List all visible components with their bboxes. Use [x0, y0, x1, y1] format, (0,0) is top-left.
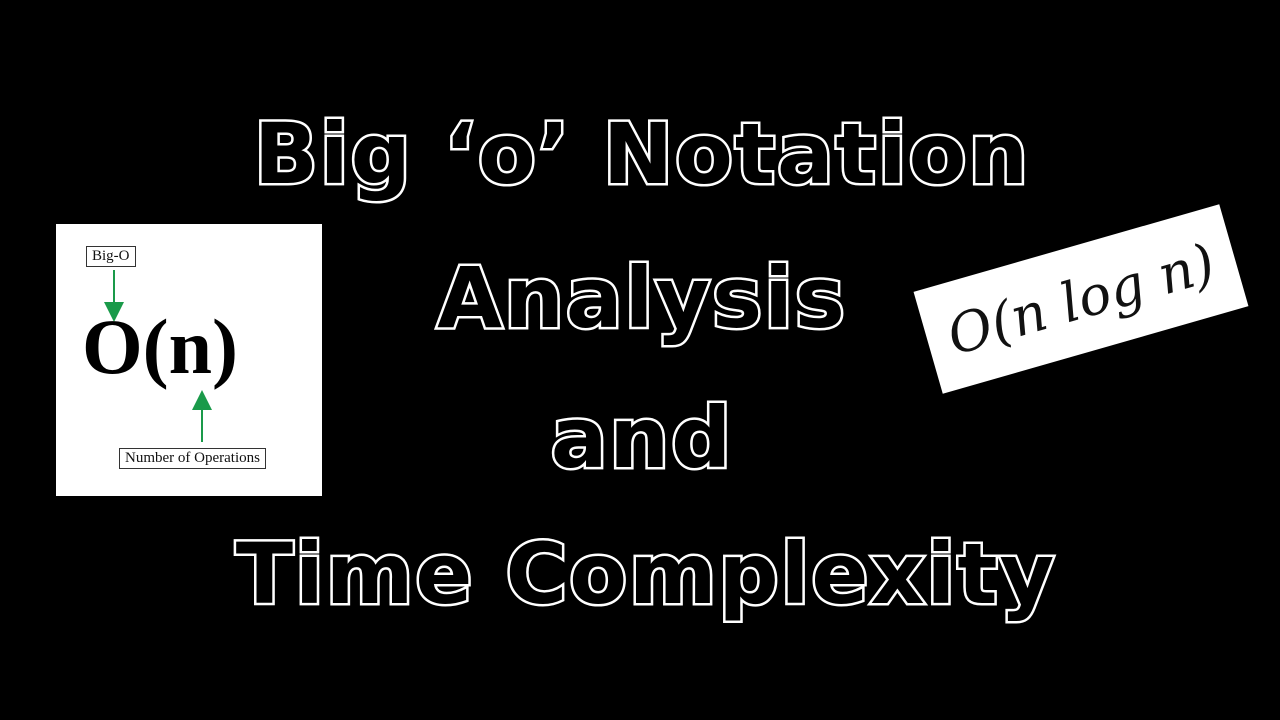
- big-o-notation: O(n): [82, 303, 238, 390]
- n-log-n-formula: O(n log n): [940, 230, 1222, 368]
- big-o-diagram: Big-O O(n) Number of Operations: [56, 224, 322, 496]
- big-o-label: Big-O: [86, 246, 136, 267]
- title-line-2: Analysis: [435, 249, 848, 347]
- diagram-arrows: [104, 270, 212, 442]
- title-line-3: and: [548, 389, 734, 487]
- number-of-operations-label: Number of Operations: [119, 448, 266, 469]
- title-line-1: Big ‘o’ Notation: [251, 105, 1031, 203]
- n-log-n-card: O(n log n): [913, 204, 1249, 394]
- title-line-4: Time Complexity: [233, 525, 1057, 623]
